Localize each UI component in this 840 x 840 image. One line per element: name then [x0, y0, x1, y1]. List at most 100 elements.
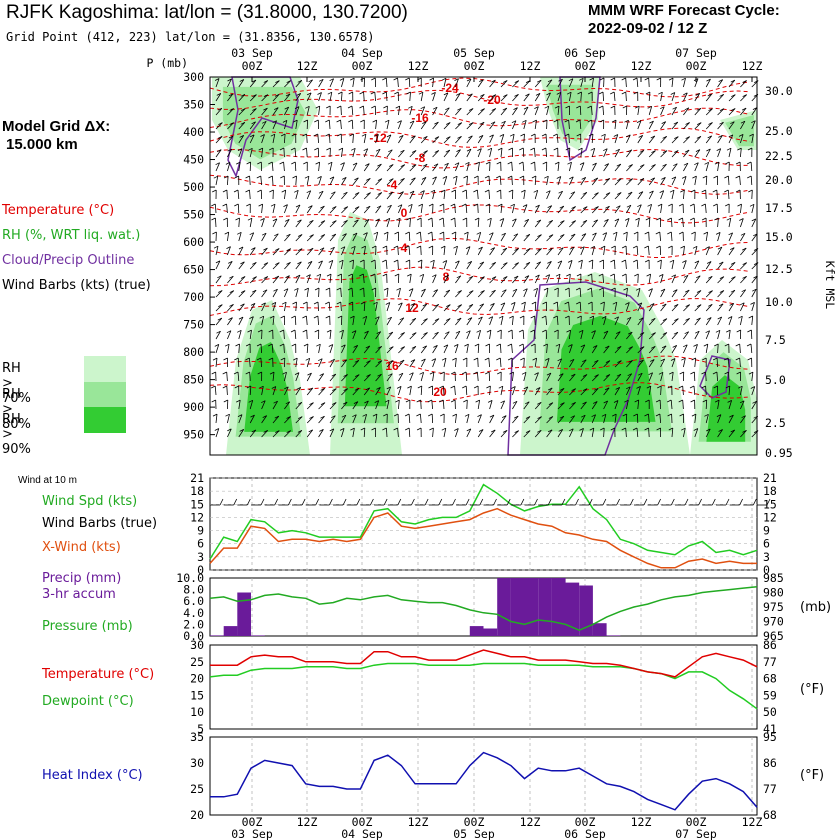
wind-barb-flag [211, 371, 216, 375]
wind-barb [443, 122, 451, 130]
wind-barb-flag [408, 105, 413, 109]
wind-barb-flag [375, 148, 381, 152]
wind-barb-flag [560, 220, 565, 223]
wind-barb-flag [249, 134, 255, 138]
wind-barb-flag [614, 218, 619, 222]
wind-barb-flag [404, 413, 410, 417]
wind-barb [557, 190, 563, 200]
pressure-line [209, 585, 758, 632]
wind-barb [375, 346, 382, 354]
wind-barb [295, 430, 303, 438]
wind-barb-flag [537, 234, 542, 237]
wind-barb [569, 260, 573, 270]
wind-barb-flag [348, 273, 353, 277]
wind-barb [512, 401, 518, 410]
wind-barb-flag [644, 77, 649, 81]
wind-barb [728, 232, 733, 242]
wind-barb-flag [328, 260, 333, 263]
wind-barb-flag [387, 204, 392, 208]
wind-barb [671, 78, 674, 88]
wind-barb [329, 402, 337, 410]
wind-barb-flag [427, 399, 432, 403]
wind-barb [318, 388, 325, 396]
wind-barb [306, 358, 311, 368]
wind-barb-flag [405, 231, 410, 235]
wind-barb-flag [418, 91, 424, 95]
wind-barb [523, 275, 530, 284]
wind-barb-flag [583, 206, 588, 209]
wind-barb-flag [651, 317, 656, 321]
wind-barb-flag [680, 245, 685, 249]
wind-barb-flag [683, 274, 689, 278]
wind-barb-flag [564, 315, 570, 319]
wind-barb [614, 259, 616, 270]
wind-barb-flag [508, 189, 513, 193]
wind-barb [284, 262, 291, 270]
wind-barb-flag [708, 122, 713, 125]
wind-barb-flag [535, 93, 541, 96]
wind-barb [215, 331, 221, 340]
wind-barb-flag [423, 136, 428, 139]
wind-barb [614, 316, 619, 326]
wind-barb [512, 372, 514, 382]
temperature-contour-label: 16 [385, 359, 399, 373]
wind-barb-flag [268, 343, 273, 347]
wind-barb-flag [376, 331, 381, 334]
wind-barb [534, 261, 542, 270]
wind-barb-flag [461, 371, 467, 375]
wind-barb-flag [690, 217, 695, 221]
wind-barb-flag [394, 231, 399, 235]
wind-barb [455, 344, 459, 354]
wind-barb [477, 135, 484, 144]
wind-barb [751, 107, 758, 116]
wind-barb-flag [491, 94, 497, 97]
wind-barb [580, 388, 588, 396]
wind-barb-flag [587, 119, 592, 123]
wind-barb-flag [541, 315, 546, 319]
wind-barb [261, 204, 263, 214]
wind-barb [705, 203, 707, 214]
wind-barb-flag [510, 302, 516, 305]
wind-barb [238, 343, 240, 354]
surface-wind-barb-flag [438, 498, 443, 506]
wind-barb [637, 332, 645, 340]
wind-barb [626, 134, 631, 144]
wind-barb-flag [541, 147, 547, 151]
wind-barb-flag [286, 248, 291, 251]
wind-barb-flag [331, 415, 336, 419]
wind-barb-flag [466, 78, 472, 82]
wind-barb-flag [479, 261, 484, 265]
wind-barb-flag [673, 304, 679, 307]
wind-barb [409, 303, 416, 312]
wind-barb-flag [393, 245, 398, 249]
wind-barb-flag [628, 164, 633, 167]
wind-barb-flag [240, 303, 245, 307]
wind-barb [717, 148, 722, 158]
wind-barb-flag [245, 189, 250, 193]
wind-barb [717, 94, 724, 102]
wind-barb [671, 176, 677, 186]
wind-barb [489, 303, 495, 312]
wind-barb-flag [263, 430, 268, 433]
wind-barb-flag [235, 217, 240, 221]
wind-barb-flag [478, 316, 483, 320]
wind-barb [728, 79, 736, 88]
wind-barb-flag [281, 301, 287, 305]
wind-barb-flag [326, 329, 332, 333]
wind-barb-flag [245, 343, 251, 347]
temp-tick-left: 30 [190, 638, 204, 652]
wind-barb [603, 192, 611, 200]
wind-barb [637, 120, 642, 130]
wind-barb-flag [234, 385, 239, 389]
wind-barb-flag [662, 303, 667, 307]
wind-barb-flag [668, 427, 673, 431]
wind-barb [249, 303, 256, 312]
wind-barb [522, 329, 525, 340]
wind-barb [306, 288, 309, 298]
wind-barb [432, 150, 440, 158]
wind-barb [341, 330, 344, 340]
wind-barb [660, 303, 667, 312]
wind-barb [637, 191, 644, 200]
wind-barb [352, 401, 359, 410]
wind-barb [705, 371, 707, 382]
